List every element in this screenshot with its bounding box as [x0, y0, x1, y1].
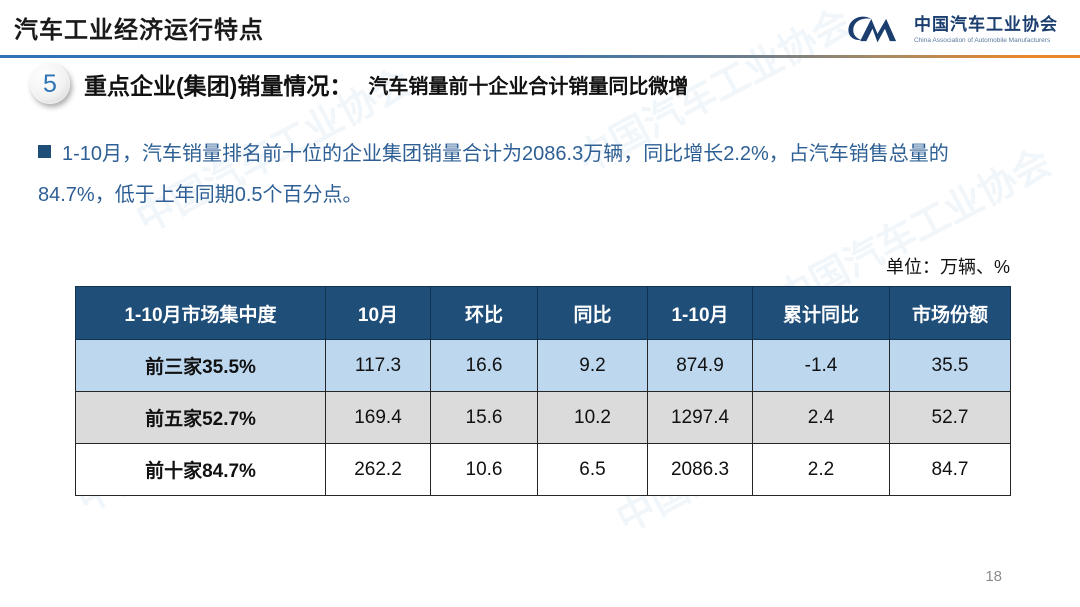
table-header-cell: 市场份额 [889, 286, 1011, 340]
caam-logo: 中国汽车工业协会 China Association of Automobile… [844, 12, 1058, 48]
table-header-row: 1-10月市场集中度 10月 环比 同比 1-10月 累计同比 市场份额 [75, 286, 1011, 340]
summary-paragraph: 1-10月，汽车销量排名前十位的企业集团销量合计为2086.3万辆，同比增长2.… [38, 134, 1013, 216]
table-header-cell: 10月 [325, 286, 431, 340]
logo-name-cn: 中国汽车工业协会 [914, 15, 1058, 35]
table-cell: 2.4 [752, 391, 890, 444]
table-row: 前五家52.7% 169.4 15.6 10.2 1297.4 2.4 52.7 [75, 391, 1011, 444]
units-label: 单位：万辆、% [885, 257, 1010, 277]
table-header-cell: 1-10月市场集中度 [75, 286, 326, 340]
table-header-cell: 累计同比 [752, 286, 890, 340]
row-label-cell: 前十家84.7% [75, 443, 326, 496]
summary-text: 1-10月，汽车销量排名前十位的企业集团销量合计为2086.3万辆，同比增长2.… [38, 143, 949, 206]
table-cell: 10.6 [430, 443, 538, 496]
table-header-cell: 环比 [430, 286, 538, 340]
section-heading-row: 5 重点企业(集团)销量情况： 汽车销量前十企业合计销量同比微增 [30, 64, 1060, 104]
table-cell: 84.7 [889, 443, 1011, 496]
market-concentration-table: 1-10月市场集中度 10月 环比 同比 1-10月 累计同比 市场份额 前三家… [75, 286, 1011, 496]
table-cell: 6.5 [537, 443, 648, 496]
table-cell: 2.2 [752, 443, 890, 496]
section-number-badge: 5 [30, 64, 70, 104]
page-title: 汽车工业经济运行特点 [14, 17, 264, 44]
logo-name-en: China Association of Automobile Manufact… [914, 36, 1051, 44]
table-cell: 15.6 [430, 391, 538, 444]
caam-logo-icon [848, 16, 897, 43]
bullet-square-icon [38, 145, 51, 158]
page-number: 18 [985, 568, 1002, 585]
row-label-cell: 前三家35.5% [75, 339, 326, 392]
table-cell: 2086.3 [647, 443, 753, 496]
table-cell: 262.2 [325, 443, 431, 496]
table-cell: 16.6 [430, 339, 538, 392]
table-cell: 1297.4 [647, 391, 753, 444]
row-label-cell: 前五家52.7% [75, 391, 326, 444]
title-divider [0, 55, 1080, 58]
table-row: 前十家84.7% 262.2 10.6 6.5 2086.3 2.2 84.7 [75, 443, 1011, 496]
table-cell: 35.5 [889, 339, 1011, 392]
table-row: 前三家35.5% 117.3 16.6 9.2 874.9 -1.4 35.5 [75, 339, 1011, 392]
table-cell: 10.2 [537, 391, 648, 444]
table-cell: 169.4 [325, 391, 431, 444]
table-cell: 9.2 [537, 339, 648, 392]
table-header-cell: 1-10月 [647, 286, 753, 340]
section-heading: 重点企业(集团)销量情况： [84, 73, 353, 99]
table-cell: 52.7 [889, 391, 1011, 444]
table-header-cell: 同比 [537, 286, 648, 340]
section-subheading: 汽车销量前十企业合计销量同比微增 [368, 75, 689, 98]
table-cell: -1.4 [752, 339, 890, 392]
table-cell: 117.3 [325, 339, 431, 392]
table-cell: 874.9 [647, 339, 753, 392]
